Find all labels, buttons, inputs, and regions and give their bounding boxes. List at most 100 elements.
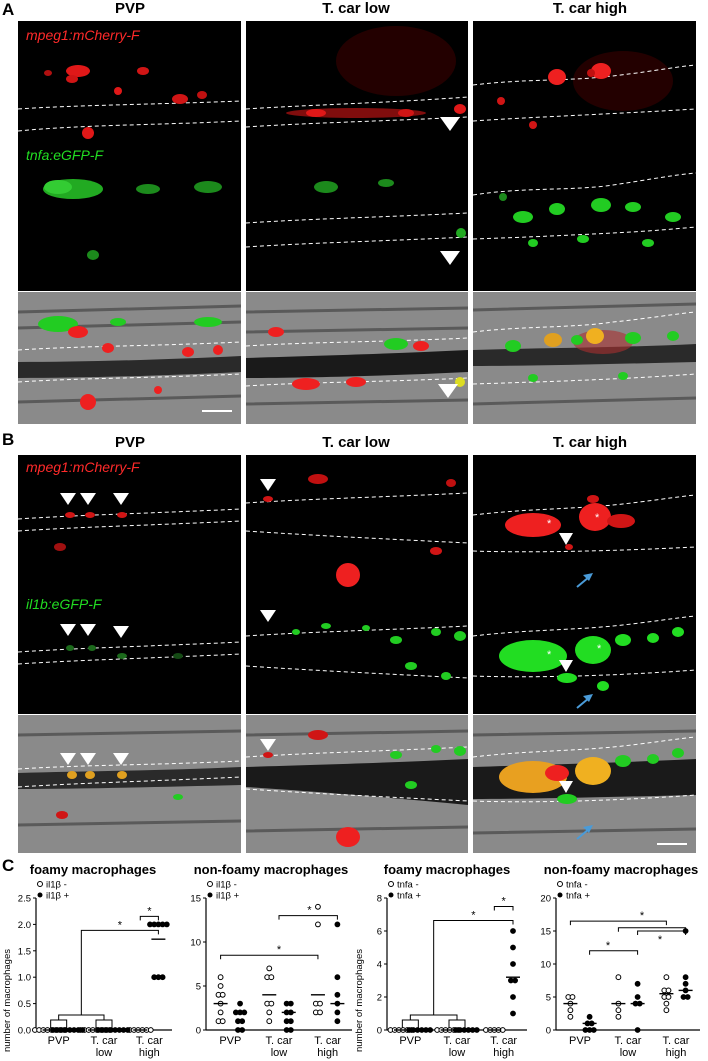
panel-a-col-title-tcar-high: T. car high bbox=[552, 0, 628, 17]
panel-a-green-tcar-high-image bbox=[473, 147, 696, 291]
y-tick-label: 20 bbox=[540, 894, 551, 905]
sig-bracket bbox=[50, 1019, 68, 1028]
point-filled bbox=[684, 994, 691, 1000]
legend-marker-filled bbox=[207, 892, 213, 898]
x-tick-label: PVP bbox=[399, 1035, 421, 1047]
sig-bracket bbox=[278, 915, 338, 920]
point-open bbox=[317, 1000, 323, 1007]
x-tick-label: T. car bbox=[314, 1035, 341, 1047]
point-open bbox=[569, 994, 576, 1000]
x-tick-label: low bbox=[96, 1047, 113, 1059]
legend-label: il1β + bbox=[46, 891, 70, 902]
legend-label: tnfa + bbox=[397, 891, 421, 902]
sig-bracket bbox=[569, 920, 667, 926]
x-tick-label: T. car bbox=[91, 1035, 118, 1047]
point-filled bbox=[287, 1018, 294, 1025]
point-filled bbox=[239, 1018, 246, 1025]
y-tick-label: 0.0 bbox=[18, 1026, 31, 1037]
sig-star: * bbox=[307, 905, 312, 917]
panel-b-red-tcar-low-image bbox=[246, 455, 468, 596]
point-open bbox=[615, 1007, 622, 1014]
point-filled bbox=[287, 1000, 294, 1007]
legend-label: il1β - bbox=[46, 880, 67, 891]
panel-c-letter: C bbox=[2, 856, 15, 875]
y-tick-label: 10 bbox=[540, 960, 551, 971]
asterisk-foamy-2: * bbox=[595, 512, 600, 524]
chart-4: 0 5 10 15 20 PVP T. car low T. car high tnfa - tnfa… bbox=[530, 880, 708, 1061]
legend-marker-filled bbox=[557, 892, 563, 898]
sig-bracket bbox=[139, 915, 159, 921]
point-open bbox=[315, 903, 321, 910]
point-filled bbox=[590, 1027, 597, 1033]
sig-bracket bbox=[58, 1014, 105, 1020]
point-filled bbox=[510, 928, 516, 934]
point-open bbox=[665, 994, 672, 1000]
channel-label-mpeg1-b: mpeg1:mCherry-F bbox=[26, 459, 140, 475]
asterisk-foamy-1: * bbox=[547, 518, 552, 530]
panel-a-green-tcar-low-image bbox=[246, 147, 468, 291]
point-filled bbox=[237, 1000, 243, 1007]
chart-1: 0.0 0.5 1.0 1.5 2.0 2.5 PVP T. car low T. car high… bbox=[0, 880, 180, 1061]
sig-bracket bbox=[409, 1014, 458, 1020]
sig-star: * bbox=[502, 896, 507, 908]
x-tick-label: low bbox=[620, 1047, 637, 1059]
point-filled bbox=[334, 974, 341, 981]
sig-star: * bbox=[147, 905, 152, 917]
y-tick-label: 2.5 bbox=[18, 894, 31, 905]
point-filled bbox=[586, 1013, 593, 1020]
y-tick-label: 10 bbox=[190, 938, 201, 949]
point-filled bbox=[634, 994, 641, 1000]
x-tick-label: T. car bbox=[266, 1035, 293, 1047]
panel-b-col-title-tcar-high: T. car high bbox=[552, 434, 628, 451]
point-open bbox=[315, 921, 321, 928]
point-filled bbox=[239, 1027, 246, 1033]
sig-star: * bbox=[471, 910, 476, 922]
sig-bracket bbox=[220, 954, 319, 960]
point-open bbox=[615, 974, 622, 981]
panel-b-col-title-tcar-low: T. car low bbox=[322, 434, 390, 451]
x-tick-label: T. car bbox=[490, 1035, 517, 1047]
point-open bbox=[615, 1013, 622, 1020]
point-filled bbox=[79, 1027, 86, 1033]
point-filled bbox=[427, 1027, 434, 1033]
x-tick-label: PVP bbox=[219, 1035, 241, 1047]
asterisk-foamy-4: * bbox=[597, 643, 602, 655]
legend-label: il1β + bbox=[216, 891, 240, 902]
y-tick-label: 0 bbox=[196, 1026, 201, 1037]
x-tick-label: high bbox=[493, 1047, 514, 1059]
panel-b-green-tcar-high-image: * * bbox=[473, 596, 696, 714]
x-tick-label: T. car bbox=[136, 1035, 163, 1047]
point-filled bbox=[334, 1018, 341, 1025]
point-filled bbox=[510, 994, 516, 1000]
y-tick-label: 5 bbox=[196, 982, 201, 993]
sig-star: * bbox=[277, 944, 282, 956]
point-filled bbox=[334, 991, 341, 998]
legend-label: tnfa - bbox=[566, 880, 588, 891]
point-open bbox=[217, 1009, 224, 1016]
y-tick-label: 1.5 bbox=[18, 946, 31, 957]
point-open bbox=[665, 987, 672, 994]
point-filled bbox=[163, 921, 170, 928]
sig-bracket bbox=[401, 1019, 419, 1028]
point-filled bbox=[510, 961, 516, 967]
panel-a-red-tcar-low-image bbox=[246, 21, 468, 147]
panel-b-letter: B bbox=[2, 430, 15, 449]
point-filled bbox=[510, 1010, 516, 1017]
x-tick-label: high bbox=[139, 1047, 160, 1059]
point-open bbox=[663, 1007, 670, 1014]
y-tick-label: 2 bbox=[377, 993, 382, 1004]
x-tick-label: PVP bbox=[569, 1035, 591, 1047]
x-tick-label: high bbox=[666, 1047, 687, 1059]
legend-marker-open bbox=[388, 881, 394, 887]
chart-4-title: non-foamy macrophages bbox=[543, 862, 699, 877]
y-tick-label: 8 bbox=[377, 894, 382, 905]
y-tick-label: 0.5 bbox=[18, 999, 31, 1010]
panel-b-merge-tcar-low-image bbox=[246, 715, 468, 853]
legend-label: tnfa - bbox=[397, 880, 419, 891]
panel-a-merge-tcar-high-image bbox=[473, 292, 696, 424]
channel-label-mpeg1-a: mpeg1:mCherry-F bbox=[26, 27, 140, 43]
sig-star: * bbox=[118, 919, 123, 931]
panel-b-col-title-pvp: PVP bbox=[114, 434, 145, 451]
x-tick-label: high bbox=[317, 1047, 338, 1059]
